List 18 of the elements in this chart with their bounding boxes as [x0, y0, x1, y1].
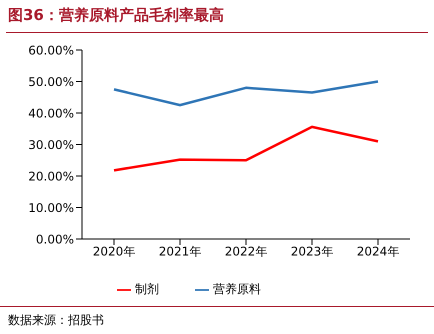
- line-series: [112, 80, 380, 106]
- y-tick-label: 60.00%: [28, 43, 74, 58]
- chart-title: 图36：营养原料产品毛利率最高: [8, 6, 224, 25]
- y-tick-label: 50.00%: [28, 74, 74, 89]
- source-note: 数据来源：招股书: [8, 312, 104, 329]
- line-series: [112, 126, 380, 172]
- y-tick-label: 30.00%: [28, 138, 74, 152]
- y-tick-label: 10.00%: [28, 200, 74, 215]
- y-tick-label: 0.00%: [36, 232, 74, 246]
- y-tick-label: 40.00%: [28, 106, 74, 120]
- x-tick-label: 2020年: [92, 244, 136, 259]
- x-tick-label: 2023年: [290, 244, 334, 259]
- x-tick-label: 2022年: [224, 244, 268, 259]
- x-tick-label: 2021年: [158, 244, 202, 259]
- legend-label: 制剂: [135, 282, 159, 296]
- y-tick-label: 20.00%: [28, 169, 74, 184]
- x-tick-label: 2024年: [356, 244, 400, 259]
- legend-label: 营养原料: [213, 282, 261, 296]
